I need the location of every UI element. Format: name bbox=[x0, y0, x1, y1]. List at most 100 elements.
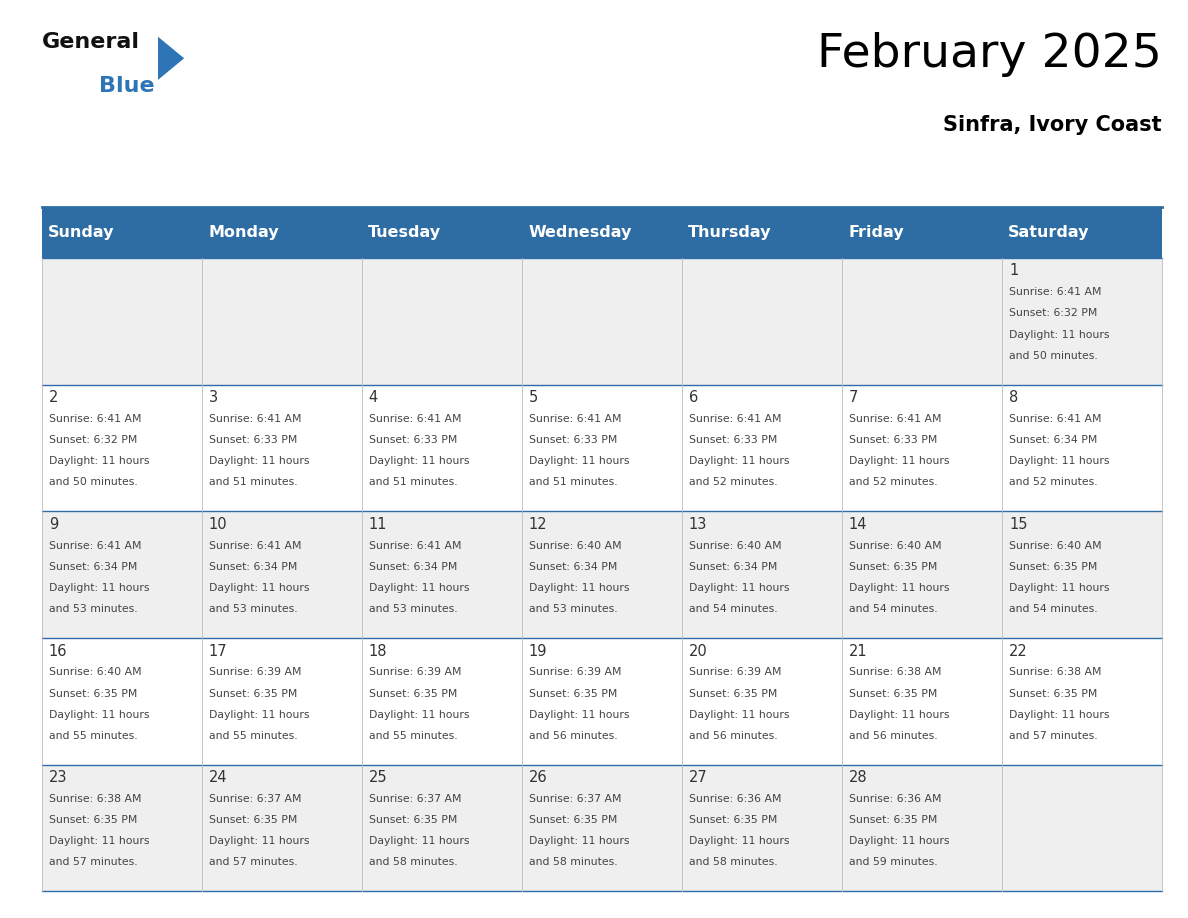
Bar bbox=[42, 638, 202, 765]
Bar bbox=[842, 765, 1001, 891]
Text: February 2025: February 2025 bbox=[817, 32, 1162, 77]
Bar bbox=[1001, 638, 1162, 765]
Bar bbox=[682, 638, 842, 765]
Text: 7: 7 bbox=[849, 390, 858, 405]
Text: Sunset: 6:34 PM: Sunset: 6:34 PM bbox=[49, 562, 137, 572]
Bar bbox=[842, 511, 1001, 638]
Text: and 53 minutes.: and 53 minutes. bbox=[529, 604, 618, 614]
Text: Sunrise: 6:40 AM: Sunrise: 6:40 AM bbox=[49, 667, 141, 677]
Text: Sunrise: 6:40 AM: Sunrise: 6:40 AM bbox=[689, 541, 782, 551]
Bar bbox=[202, 511, 361, 638]
Text: and 55 minutes.: and 55 minutes. bbox=[49, 731, 138, 741]
Text: Daylight: 11 hours: Daylight: 11 hours bbox=[368, 456, 469, 466]
Text: Sunrise: 6:41 AM: Sunrise: 6:41 AM bbox=[1009, 287, 1101, 297]
Text: 11: 11 bbox=[368, 517, 387, 532]
Text: 1: 1 bbox=[1009, 263, 1018, 278]
Text: Sunrise: 6:41 AM: Sunrise: 6:41 AM bbox=[49, 414, 141, 424]
Text: 17: 17 bbox=[209, 644, 227, 658]
Text: Sunset: 6:35 PM: Sunset: 6:35 PM bbox=[689, 688, 777, 699]
Text: Friday: Friday bbox=[848, 225, 904, 240]
Text: Sunset: 6:34 PM: Sunset: 6:34 PM bbox=[1009, 435, 1098, 445]
Text: Sunset: 6:34 PM: Sunset: 6:34 PM bbox=[689, 562, 777, 572]
Text: 18: 18 bbox=[368, 644, 387, 658]
Text: Daylight: 11 hours: Daylight: 11 hours bbox=[49, 456, 150, 466]
Text: and 56 minutes.: and 56 minutes. bbox=[849, 731, 937, 741]
Bar bbox=[522, 385, 682, 511]
Bar bbox=[682, 511, 842, 638]
Text: Sunset: 6:35 PM: Sunset: 6:35 PM bbox=[49, 815, 137, 825]
Text: and 50 minutes.: and 50 minutes. bbox=[1009, 351, 1098, 361]
Bar bbox=[522, 638, 682, 765]
Text: 27: 27 bbox=[689, 770, 708, 785]
Bar bbox=[42, 765, 202, 891]
Bar bbox=[361, 638, 522, 765]
Text: 2: 2 bbox=[49, 390, 58, 405]
Text: and 50 minutes.: and 50 minutes. bbox=[49, 477, 138, 487]
Text: Monday: Monday bbox=[208, 225, 279, 240]
Text: Sunrise: 6:37 AM: Sunrise: 6:37 AM bbox=[368, 794, 461, 804]
Text: Sunset: 6:35 PM: Sunset: 6:35 PM bbox=[209, 815, 297, 825]
Text: 12: 12 bbox=[529, 517, 548, 532]
Text: Sunrise: 6:41 AM: Sunrise: 6:41 AM bbox=[49, 541, 141, 551]
Bar bbox=[682, 207, 842, 258]
Text: Sunset: 6:35 PM: Sunset: 6:35 PM bbox=[1009, 562, 1098, 572]
Text: Saturday: Saturday bbox=[1009, 225, 1089, 240]
Text: Daylight: 11 hours: Daylight: 11 hours bbox=[1009, 456, 1110, 466]
Text: and 53 minutes.: and 53 minutes. bbox=[368, 604, 457, 614]
Text: Sunset: 6:33 PM: Sunset: 6:33 PM bbox=[689, 435, 777, 445]
Text: and 53 minutes.: and 53 minutes. bbox=[209, 604, 297, 614]
Bar bbox=[1001, 385, 1162, 511]
Text: 10: 10 bbox=[209, 517, 227, 532]
Bar bbox=[42, 511, 202, 638]
Text: 20: 20 bbox=[689, 644, 708, 658]
Text: Blue: Blue bbox=[99, 76, 154, 96]
Text: 19: 19 bbox=[529, 644, 548, 658]
Text: and 52 minutes.: and 52 minutes. bbox=[1009, 477, 1098, 487]
Bar bbox=[682, 385, 842, 511]
Bar bbox=[1001, 511, 1162, 638]
Bar bbox=[842, 385, 1001, 511]
Text: Daylight: 11 hours: Daylight: 11 hours bbox=[368, 836, 469, 846]
Text: and 53 minutes.: and 53 minutes. bbox=[49, 604, 138, 614]
Text: and 57 minutes.: and 57 minutes. bbox=[209, 857, 297, 868]
Bar bbox=[361, 765, 522, 891]
Text: Wednesday: Wednesday bbox=[529, 225, 632, 240]
Text: 25: 25 bbox=[368, 770, 387, 785]
Text: Tuesday: Tuesday bbox=[368, 225, 441, 240]
Bar bbox=[842, 638, 1001, 765]
Text: Sunset: 6:35 PM: Sunset: 6:35 PM bbox=[49, 688, 137, 699]
Text: Sunset: 6:35 PM: Sunset: 6:35 PM bbox=[849, 562, 937, 572]
Text: Sunrise: 6:41 AM: Sunrise: 6:41 AM bbox=[368, 541, 461, 551]
Text: 26: 26 bbox=[529, 770, 548, 785]
Text: Daylight: 11 hours: Daylight: 11 hours bbox=[1009, 583, 1110, 593]
Bar bbox=[42, 207, 202, 258]
Text: and 58 minutes.: and 58 minutes. bbox=[529, 857, 618, 868]
Text: Sunset: 6:34 PM: Sunset: 6:34 PM bbox=[209, 562, 297, 572]
Bar bbox=[361, 258, 522, 385]
Text: Sunrise: 6:41 AM: Sunrise: 6:41 AM bbox=[209, 414, 302, 424]
Text: Daylight: 11 hours: Daylight: 11 hours bbox=[1009, 710, 1110, 720]
Text: Sunset: 6:35 PM: Sunset: 6:35 PM bbox=[1009, 688, 1098, 699]
Text: Sunset: 6:35 PM: Sunset: 6:35 PM bbox=[689, 815, 777, 825]
Text: and 54 minutes.: and 54 minutes. bbox=[1009, 604, 1098, 614]
Text: Sunrise: 6:40 AM: Sunrise: 6:40 AM bbox=[849, 541, 942, 551]
Bar bbox=[682, 258, 842, 385]
Bar bbox=[522, 511, 682, 638]
Bar bbox=[522, 258, 682, 385]
Text: 9: 9 bbox=[49, 517, 58, 532]
Text: and 55 minutes.: and 55 minutes. bbox=[209, 731, 297, 741]
Text: Daylight: 11 hours: Daylight: 11 hours bbox=[529, 710, 630, 720]
Bar bbox=[1001, 258, 1162, 385]
Text: Sunset: 6:33 PM: Sunset: 6:33 PM bbox=[209, 435, 297, 445]
Text: Daylight: 11 hours: Daylight: 11 hours bbox=[689, 583, 789, 593]
Text: 28: 28 bbox=[849, 770, 867, 785]
Text: Sunrise: 6:40 AM: Sunrise: 6:40 AM bbox=[1009, 541, 1101, 551]
Text: Sunset: 6:33 PM: Sunset: 6:33 PM bbox=[849, 435, 937, 445]
Text: Sunrise: 6:41 AM: Sunrise: 6:41 AM bbox=[1009, 414, 1101, 424]
Text: 14: 14 bbox=[849, 517, 867, 532]
Text: Sunset: 6:32 PM: Sunset: 6:32 PM bbox=[49, 435, 137, 445]
Text: and 52 minutes.: and 52 minutes. bbox=[689, 477, 777, 487]
Bar bbox=[361, 385, 522, 511]
Bar bbox=[1001, 207, 1162, 258]
Text: Sunrise: 6:40 AM: Sunrise: 6:40 AM bbox=[529, 541, 621, 551]
